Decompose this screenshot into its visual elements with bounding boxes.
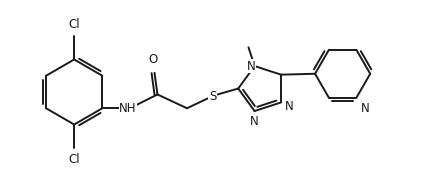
Text: N: N — [361, 102, 370, 115]
Text: Cl: Cl — [68, 18, 80, 31]
Text: Cl: Cl — [68, 153, 80, 166]
Text: N: N — [247, 60, 256, 72]
Text: O: O — [148, 53, 157, 66]
Text: N: N — [250, 115, 259, 128]
Text: S: S — [209, 90, 216, 103]
Text: N: N — [285, 100, 294, 114]
Text: NH: NH — [119, 102, 137, 115]
